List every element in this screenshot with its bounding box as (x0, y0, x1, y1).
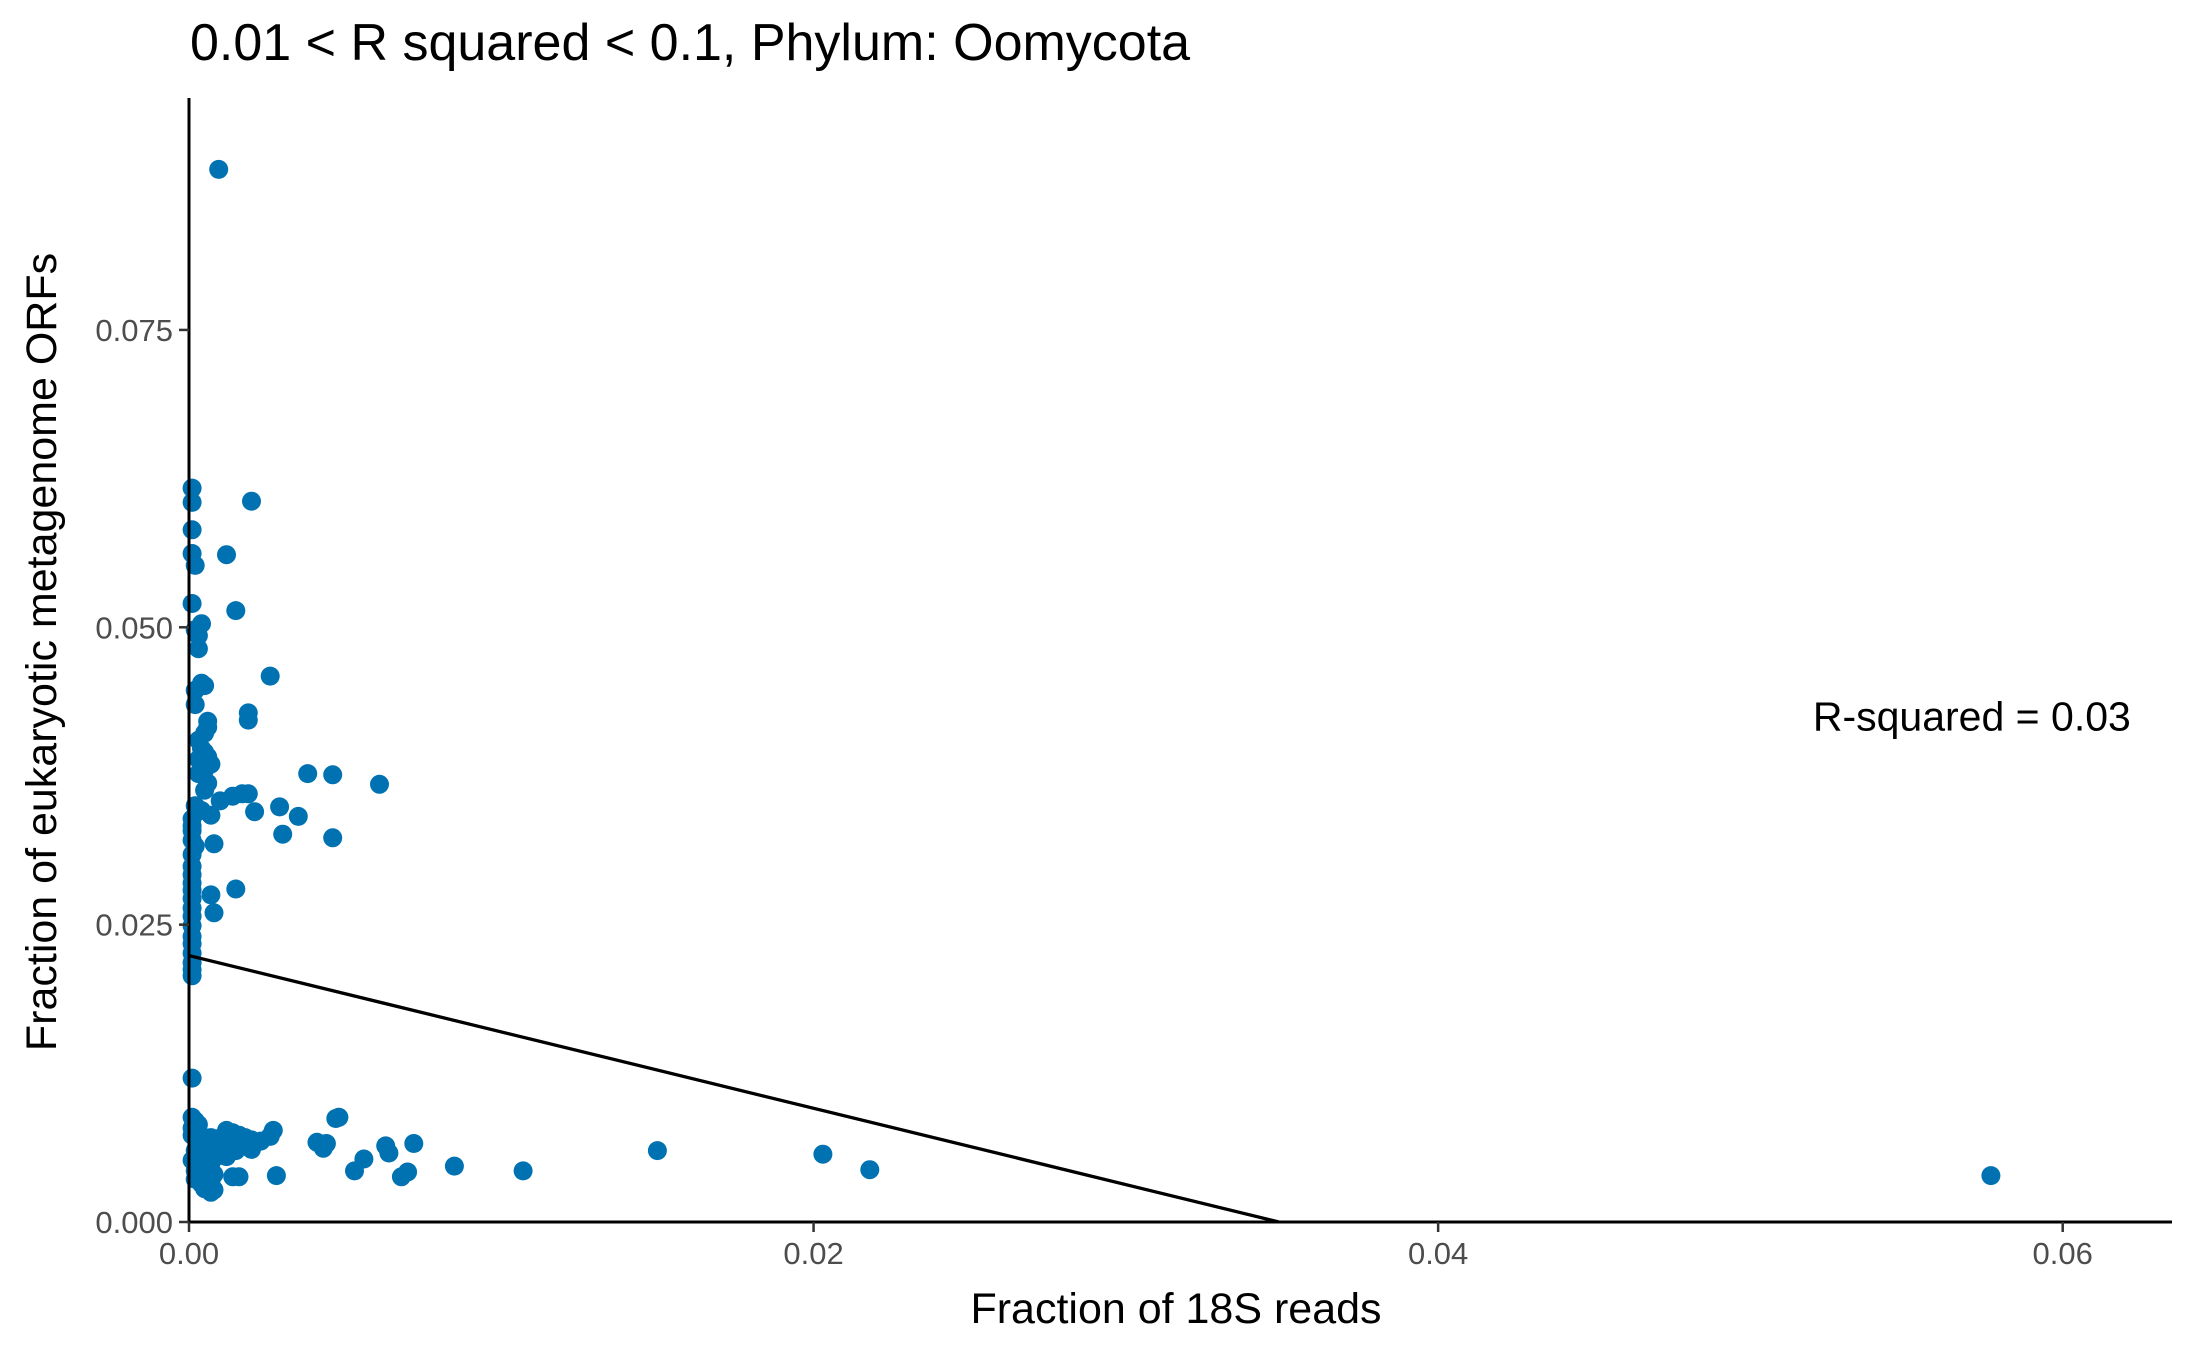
x-tick-label: 0.00 (159, 1236, 219, 1271)
data-point (238, 710, 258, 730)
data-point (370, 774, 389, 794)
data-point (217, 1147, 236, 1167)
y-axis-title: Fraction of eukaryotic metagenome ORFs (18, 253, 66, 1051)
data-point (813, 1144, 833, 1164)
regression-line-layer (189, 953, 1280, 1222)
data-point (182, 492, 202, 512)
data-point (379, 1143, 399, 1163)
data-point (204, 903, 224, 923)
regression-line (189, 953, 1280, 1222)
data-point (217, 545, 236, 565)
data-point (398, 1162, 418, 1182)
data-point (242, 491, 261, 511)
data-point (204, 834, 224, 854)
x-axis-title: Fraction of 18S reads (970, 1285, 1381, 1333)
data-point (260, 666, 280, 686)
data-point (188, 639, 208, 659)
data-point (182, 966, 202, 986)
data-point (1981, 1166, 2001, 1186)
data-point (182, 1068, 202, 1088)
data-point (226, 879, 246, 899)
data-point (209, 159, 229, 179)
x-tick-label: 0.06 (2033, 1236, 2093, 1271)
data-point (201, 1182, 221, 1202)
y-tick-label: 0.075 (95, 313, 173, 348)
data-point (273, 824, 293, 844)
data-point (316, 1134, 336, 1153)
text-layer: 0.01 < R squared < 0.1, Phylum: Oomycota… (18, 14, 2131, 1333)
r-squared-annotation: R-squared = 0.03 (1813, 693, 2131, 739)
data-point (263, 1120, 283, 1140)
annotation-group: R-squared = 0.03 (1813, 693, 2131, 739)
data-point (195, 780, 215, 800)
axes-layer: 0.00 0.02 0.04 0.06 0.000 0.025 0.050 0.075 (95, 98, 2172, 1271)
data-point (182, 478, 202, 498)
data-point (245, 802, 265, 822)
data-point (404, 1134, 424, 1153)
data-point (238, 784, 258, 804)
data-point (242, 1139, 261, 1159)
data-point (444, 1156, 464, 1176)
data-point (182, 594, 202, 613)
data-point (298, 764, 318, 784)
data-point (329, 1107, 349, 1127)
data-point (323, 765, 343, 785)
data-point (210, 791, 230, 811)
points-layer (182, 159, 2001, 1202)
data-point (860, 1160, 880, 1180)
data-point (201, 805, 221, 825)
data-point (647, 1141, 667, 1161)
data-point (266, 1166, 286, 1186)
data-point (270, 797, 290, 817)
data-point (354, 1149, 374, 1169)
chart-title: 0.01 < R squared < 0.1, Phylum: Oomycota (190, 14, 1190, 72)
data-point (182, 520, 202, 540)
x-tick-label: 0.04 (1408, 1236, 1468, 1271)
data-point (513, 1161, 533, 1181)
data-point (188, 626, 208, 646)
y-tick-label: 0.050 (95, 610, 173, 645)
data-point (323, 828, 343, 848)
data-point (229, 1167, 249, 1187)
data-point (201, 885, 221, 905)
data-point (226, 601, 246, 621)
data-point (288, 806, 308, 826)
y-tick-label: 0.025 (95, 908, 173, 943)
x-tick-label: 0.02 (783, 1236, 843, 1271)
y-tick-label: 0.000 (95, 1205, 173, 1240)
